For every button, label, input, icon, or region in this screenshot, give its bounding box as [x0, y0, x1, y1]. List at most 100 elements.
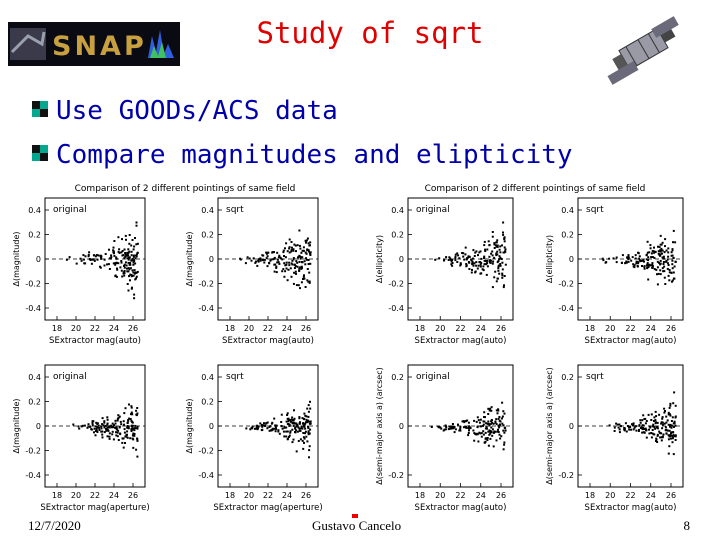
- data-point: [127, 261, 130, 264]
- panel-label: sqrt: [226, 205, 244, 215]
- data-point: [618, 423, 621, 426]
- data-point: [674, 434, 677, 437]
- data-point: [291, 246, 293, 249]
- data-point: [246, 256, 249, 259]
- data-point: [113, 424, 115, 427]
- data-point: [282, 249, 285, 252]
- data-point: [634, 257, 637, 260]
- data-point: [499, 264, 502, 267]
- y-tick-label: -0.2: [558, 280, 574, 289]
- data-point: [473, 262, 476, 265]
- data-point: [266, 255, 269, 258]
- data-point: [111, 422, 114, 425]
- data-point: [660, 436, 663, 439]
- y-tick-label: -0.4: [25, 471, 41, 480]
- data-point: [308, 271, 311, 274]
- data-point: [87, 255, 90, 258]
- data-point: [135, 243, 138, 246]
- data-point: [468, 425, 470, 428]
- data-point: [487, 413, 490, 415]
- data-point: [663, 265, 666, 268]
- y-tick-label: 0.2: [391, 373, 404, 382]
- bullet-text: Compare magnitudes and elipticity: [56, 140, 573, 170]
- data-point: [485, 422, 488, 425]
- data-point: [276, 261, 279, 264]
- data-point: [671, 437, 674, 440]
- data-point: [294, 427, 297, 430]
- data-point: [477, 264, 480, 267]
- data-point: [615, 422, 618, 425]
- data-point: [661, 241, 664, 244]
- data-point: [673, 422, 676, 425]
- data-point: [489, 423, 492, 426]
- data-point: [130, 411, 133, 414]
- data-point: [605, 261, 608, 264]
- data-point: [471, 260, 474, 263]
- data-point: [491, 254, 494, 257]
- x-tick-label: 24: [282, 324, 292, 333]
- data-point: [651, 265, 654, 268]
- data-point: [290, 250, 293, 253]
- data-point: [127, 248, 130, 251]
- data-point: [301, 422, 304, 425]
- x-tick-label: 22: [263, 491, 273, 500]
- y-tick-label: 0.4: [201, 373, 214, 382]
- data-point: [131, 269, 134, 272]
- data-point: [660, 421, 663, 424]
- data-point: [100, 256, 103, 259]
- data-point: [661, 421, 664, 424]
- data-point: [476, 426, 479, 429]
- data-point: [131, 421, 134, 424]
- data-point: [301, 249, 304, 252]
- data-point: [306, 268, 309, 270]
- y-tick-label: 0: [36, 422, 41, 431]
- data-point: [108, 248, 110, 251]
- data-point: [273, 263, 276, 266]
- data-point: [286, 279, 289, 282]
- data-point: [663, 251, 666, 254]
- data-point: [661, 256, 664, 259]
- x-tick-label: 18: [225, 491, 235, 500]
- data-point: [123, 265, 125, 267]
- data-point: [305, 421, 307, 424]
- data-point: [671, 267, 674, 270]
- data-point: [307, 430, 310, 433]
- data-point: [653, 246, 655, 249]
- data-point: [494, 420, 497, 423]
- data-point: [126, 257, 129, 260]
- data-point: [620, 261, 623, 264]
- data-point: [495, 280, 498, 283]
- data-point: [136, 455, 139, 458]
- data-point: [623, 428, 626, 431]
- data-point: [126, 270, 129, 273]
- data-point: [487, 420, 490, 423]
- data-point: [492, 445, 495, 448]
- data-point: [103, 421, 106, 424]
- data-point: [454, 257, 457, 260]
- data-point: [259, 422, 262, 425]
- data-point: [103, 426, 106, 429]
- data-point: [501, 261, 504, 264]
- data-point: [299, 438, 302, 441]
- data-point: [496, 277, 499, 280]
- data-point: [654, 427, 657, 430]
- data-point: [495, 254, 498, 257]
- data-point: [669, 413, 671, 416]
- data-point: [133, 433, 136, 435]
- data-point: [106, 263, 109, 266]
- data-point: [299, 257, 302, 260]
- data-point: [261, 254, 264, 257]
- data-point: [655, 437, 658, 440]
- data-point: [477, 419, 480, 422]
- data-point: [482, 269, 485, 272]
- data-point: [496, 245, 499, 248]
- data-point: [125, 433, 128, 436]
- data-point: [504, 263, 507, 266]
- data-point: [475, 250, 478, 253]
- data-point: [500, 417, 503, 420]
- data-point: [286, 250, 289, 253]
- data-point: [75, 262, 78, 265]
- data-point: [478, 421, 481, 424]
- data-point: [437, 425, 440, 428]
- y-tick-label: 0: [209, 255, 214, 264]
